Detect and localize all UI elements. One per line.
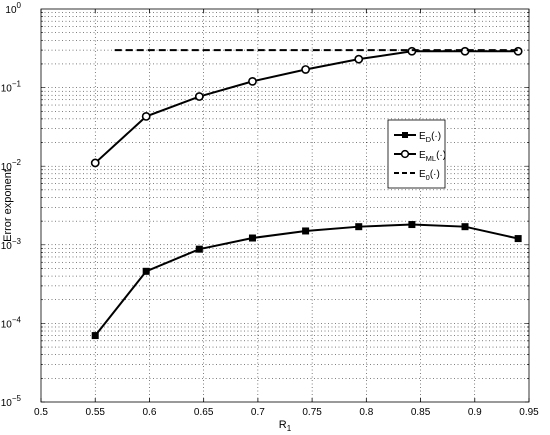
x-tick-label: 0.6 bbox=[142, 407, 156, 418]
x-axis-title: R1 bbox=[279, 419, 292, 433]
legend-entry: ED(·) bbox=[394, 131, 441, 144]
legend-label: ED(·) bbox=[419, 131, 441, 144]
data-point-circle bbox=[513, 46, 523, 56]
legend-label: E0(·) bbox=[419, 169, 440, 182]
series bbox=[90, 46, 523, 340]
data-point-circle bbox=[301, 65, 311, 74]
x-tick-label: 0.65 bbox=[194, 407, 214, 418]
data-point-square bbox=[461, 223, 469, 231]
data-point-square bbox=[408, 221, 416, 229]
data-point-square bbox=[248, 234, 256, 242]
y-axis-title: Error exponent bbox=[2, 169, 14, 242]
legend-entry: E0(·) bbox=[394, 169, 440, 182]
legend-marker-square bbox=[402, 132, 408, 138]
x-tick-label: 0.55 bbox=[85, 407, 105, 418]
data-point-circle bbox=[407, 46, 417, 56]
data-point-square bbox=[91, 332, 99, 340]
legend-marker-circle bbox=[400, 149, 410, 159]
plot-area bbox=[40, 8, 530, 403]
data-point-square bbox=[355, 223, 363, 231]
data-point-circle bbox=[194, 92, 204, 101]
x-tick-label: 0.95 bbox=[519, 407, 539, 418]
x-tick-label: 0.75 bbox=[302, 407, 322, 418]
data-point-square bbox=[142, 267, 150, 275]
x-tick-label: 0.9 bbox=[468, 407, 482, 418]
data-point-circle bbox=[460, 46, 470, 56]
x-tick-label: 0.85 bbox=[411, 407, 431, 418]
legend-entry: EML(·) bbox=[394, 149, 446, 163]
axis-ticks bbox=[40, 9, 530, 403]
legend-label: EML(·) bbox=[419, 150, 446, 163]
x-tick-label: 0.5 bbox=[34, 407, 48, 418]
data-point-circle bbox=[248, 76, 257, 86]
data-point-square bbox=[302, 227, 310, 235]
x-tick-label: 0.7 bbox=[251, 407, 265, 418]
data-point-circle bbox=[90, 158, 100, 168]
data-point-circle bbox=[141, 112, 151, 121]
grid bbox=[41, 9, 529, 402]
series-square-0 bbox=[91, 221, 522, 340]
legend: ED(·) EML(·) E0(·) bbox=[387, 119, 446, 189]
data-point-square bbox=[195, 245, 203, 253]
data-point-square bbox=[514, 235, 522, 243]
x-tick-label: 0.8 bbox=[359, 407, 373, 418]
data-point-circle bbox=[354, 54, 364, 64]
